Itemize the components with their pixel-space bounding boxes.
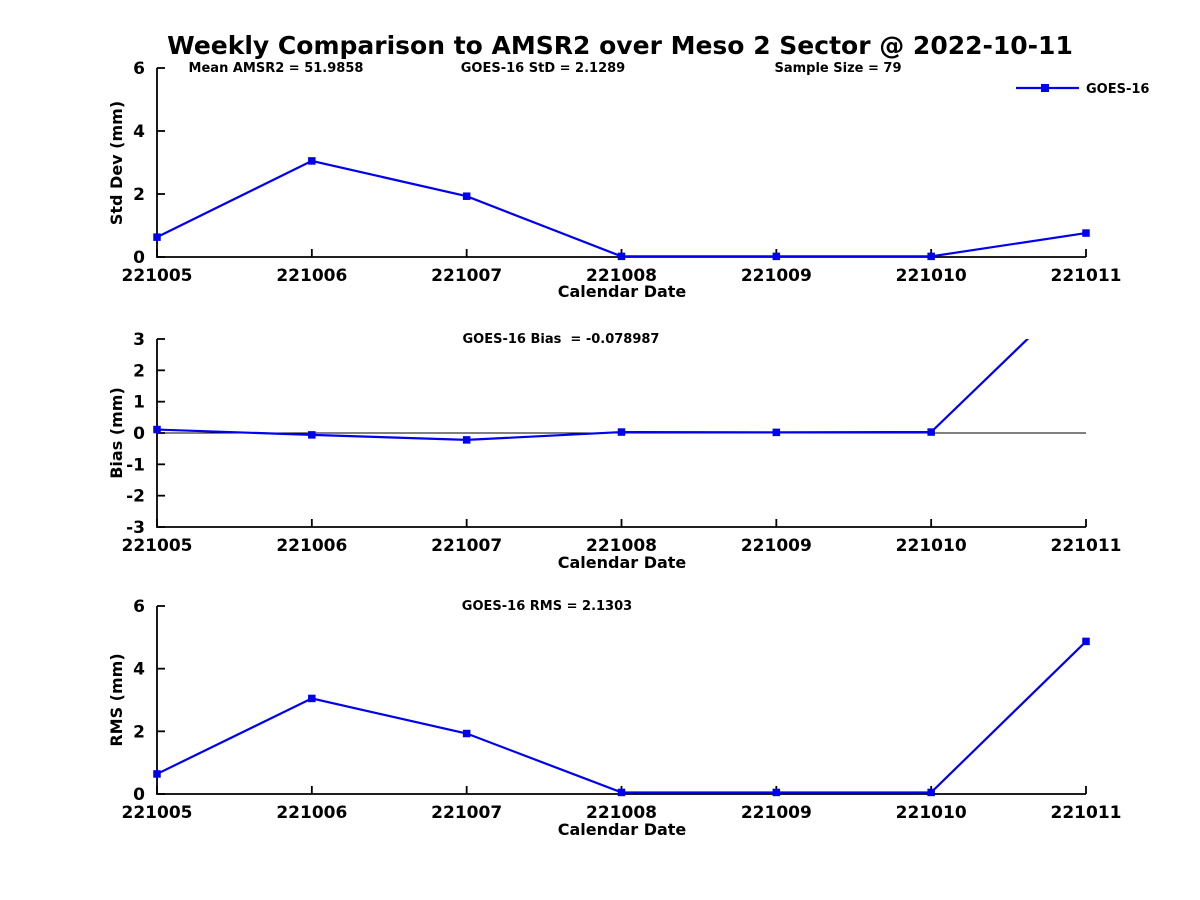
x-tick-label: 221008 xyxy=(586,266,657,286)
y-tick-label: -2 xyxy=(126,487,145,507)
y-tick-label: 2 xyxy=(133,361,145,381)
y-tick-label: 0 xyxy=(133,424,145,444)
x-tick-label: 221007 xyxy=(431,536,502,556)
annotation-goes16-bias: GOES-16 Bias = -0.078987 xyxy=(463,332,660,347)
x-tick-label: 221006 xyxy=(276,803,347,823)
y-tick-label: 4 xyxy=(133,122,145,142)
x-tick-label: 221010 xyxy=(896,803,967,823)
bias-y-axis-label: Bias (mm) xyxy=(107,387,126,479)
subplot-rms: 0 2 4 6 221005 221006 221007 221008 221009 221010… xyxy=(107,597,1121,839)
y-tick-label: 3 xyxy=(133,330,145,350)
series-line xyxy=(156,159,1087,258)
rms-y-axis-label: RMS (mm) xyxy=(107,653,126,746)
rms-x-axis-label: Calendar Date xyxy=(558,820,687,839)
data-point-marker xyxy=(772,252,781,261)
stddev-x-axis-label: Calendar Date xyxy=(558,282,687,301)
legend-label: GOES-16 xyxy=(1086,82,1149,97)
y-tick-label: 6 xyxy=(133,59,145,79)
y-tick-label: 0 xyxy=(133,785,145,805)
series-goes16 xyxy=(153,339,1030,444)
data-point-marker xyxy=(462,729,471,738)
data-point-marker xyxy=(153,770,161,778)
data-point-marker xyxy=(617,252,626,261)
data-point-marker xyxy=(308,694,316,703)
x-tick-label: 221005 xyxy=(122,266,193,286)
legend: GOES-16 xyxy=(1016,82,1149,97)
legend-marker-icon xyxy=(1041,84,1049,92)
y-tick-label: 1 xyxy=(133,393,145,413)
x-tick-label: 221006 xyxy=(276,536,347,556)
x-tick-label: 221007 xyxy=(431,266,502,286)
stddev-y-axis-label: Std Dev (mm) xyxy=(107,101,126,225)
x-tick-label: 221007 xyxy=(431,803,502,823)
data-point-marker xyxy=(153,233,161,241)
bias-x-axis-label: Calendar Date xyxy=(558,553,687,572)
x-tick-label: 221009 xyxy=(741,266,812,286)
y-tick-label: 4 xyxy=(133,660,145,680)
x-tick-label: 221010 xyxy=(896,266,967,286)
data-point-marker xyxy=(308,431,316,439)
subplot-stddev: 0 2 4 6 221005 221006 221007 221008 221009 221010… xyxy=(107,59,1121,301)
axes-spine xyxy=(156,68,1086,258)
axes-spine xyxy=(156,606,1086,795)
x-tick-label: 221005 xyxy=(122,803,193,823)
x-tick-label: 221011 xyxy=(1051,536,1122,556)
subplot-stddev-axes: 0 2 4 6 221005 221006 221007 221008 221009 221010… xyxy=(122,59,1122,286)
y-tick-label: 0 xyxy=(133,248,145,268)
x-tick-label: 221011 xyxy=(1051,803,1122,823)
data-point-marker xyxy=(1082,637,1090,646)
data-point-marker xyxy=(772,788,781,797)
x-tick-label: 221006 xyxy=(276,266,347,286)
data-point-marker xyxy=(617,428,626,436)
series-goes16 xyxy=(153,157,1090,261)
series-line xyxy=(156,640,1087,794)
subplot-rms-axes: 0 2 4 6 221005 221006 221007 221008 221009 221010… xyxy=(122,597,1122,823)
data-point-marker xyxy=(927,252,935,261)
annotation-sample-size: Sample Size = 79 xyxy=(774,61,901,76)
subplot-bias-axes: -3 -2 -1 0 1 2 3 221005 221006 221007 221008 221009… xyxy=(122,330,1122,556)
x-tick-label: 221005 xyxy=(122,536,193,556)
figure-title: Weekly Comparison to AMSR2 over Meso 2 S… xyxy=(167,31,1073,60)
annotation-goes16-rms: GOES-16 RMS = 2.1303 xyxy=(462,599,632,614)
y-tick-label: 2 xyxy=(133,185,145,205)
series-line xyxy=(156,339,1030,441)
x-tick-label: 221008 xyxy=(586,803,657,823)
x-tick-label: 221011 xyxy=(1051,266,1122,286)
x-tick-label: 221010 xyxy=(896,536,967,556)
data-point-marker xyxy=(462,436,471,444)
data-point-marker xyxy=(927,788,935,797)
data-point-marker xyxy=(462,192,471,200)
x-tick-label: 221009 xyxy=(741,536,812,556)
x-tick-label: 221008 xyxy=(586,536,657,556)
y-tick-label: 2 xyxy=(133,722,145,742)
data-point-marker xyxy=(927,428,935,436)
series-goes16 xyxy=(153,637,1090,797)
subplot-bias: -3 -2 -1 0 1 2 3 221005 221006 221007 221008 221009… xyxy=(107,330,1122,572)
y-tick-label: 6 xyxy=(133,597,145,617)
x-tick-label: 221009 xyxy=(741,803,812,823)
data-point-marker xyxy=(772,428,781,437)
annotation-mean-amsr2: Mean AMSR2 = 51.9858 xyxy=(189,61,364,76)
data-point-marker xyxy=(153,425,161,434)
data-point-marker xyxy=(308,157,316,165)
data-point-marker xyxy=(1082,229,1090,237)
y-tick-label: -1 xyxy=(126,455,145,475)
data-point-marker xyxy=(617,788,626,797)
annotation-goes16-std: GOES-16 StD = 2.1289 xyxy=(461,61,625,76)
y-tick-label: -3 xyxy=(126,518,145,538)
